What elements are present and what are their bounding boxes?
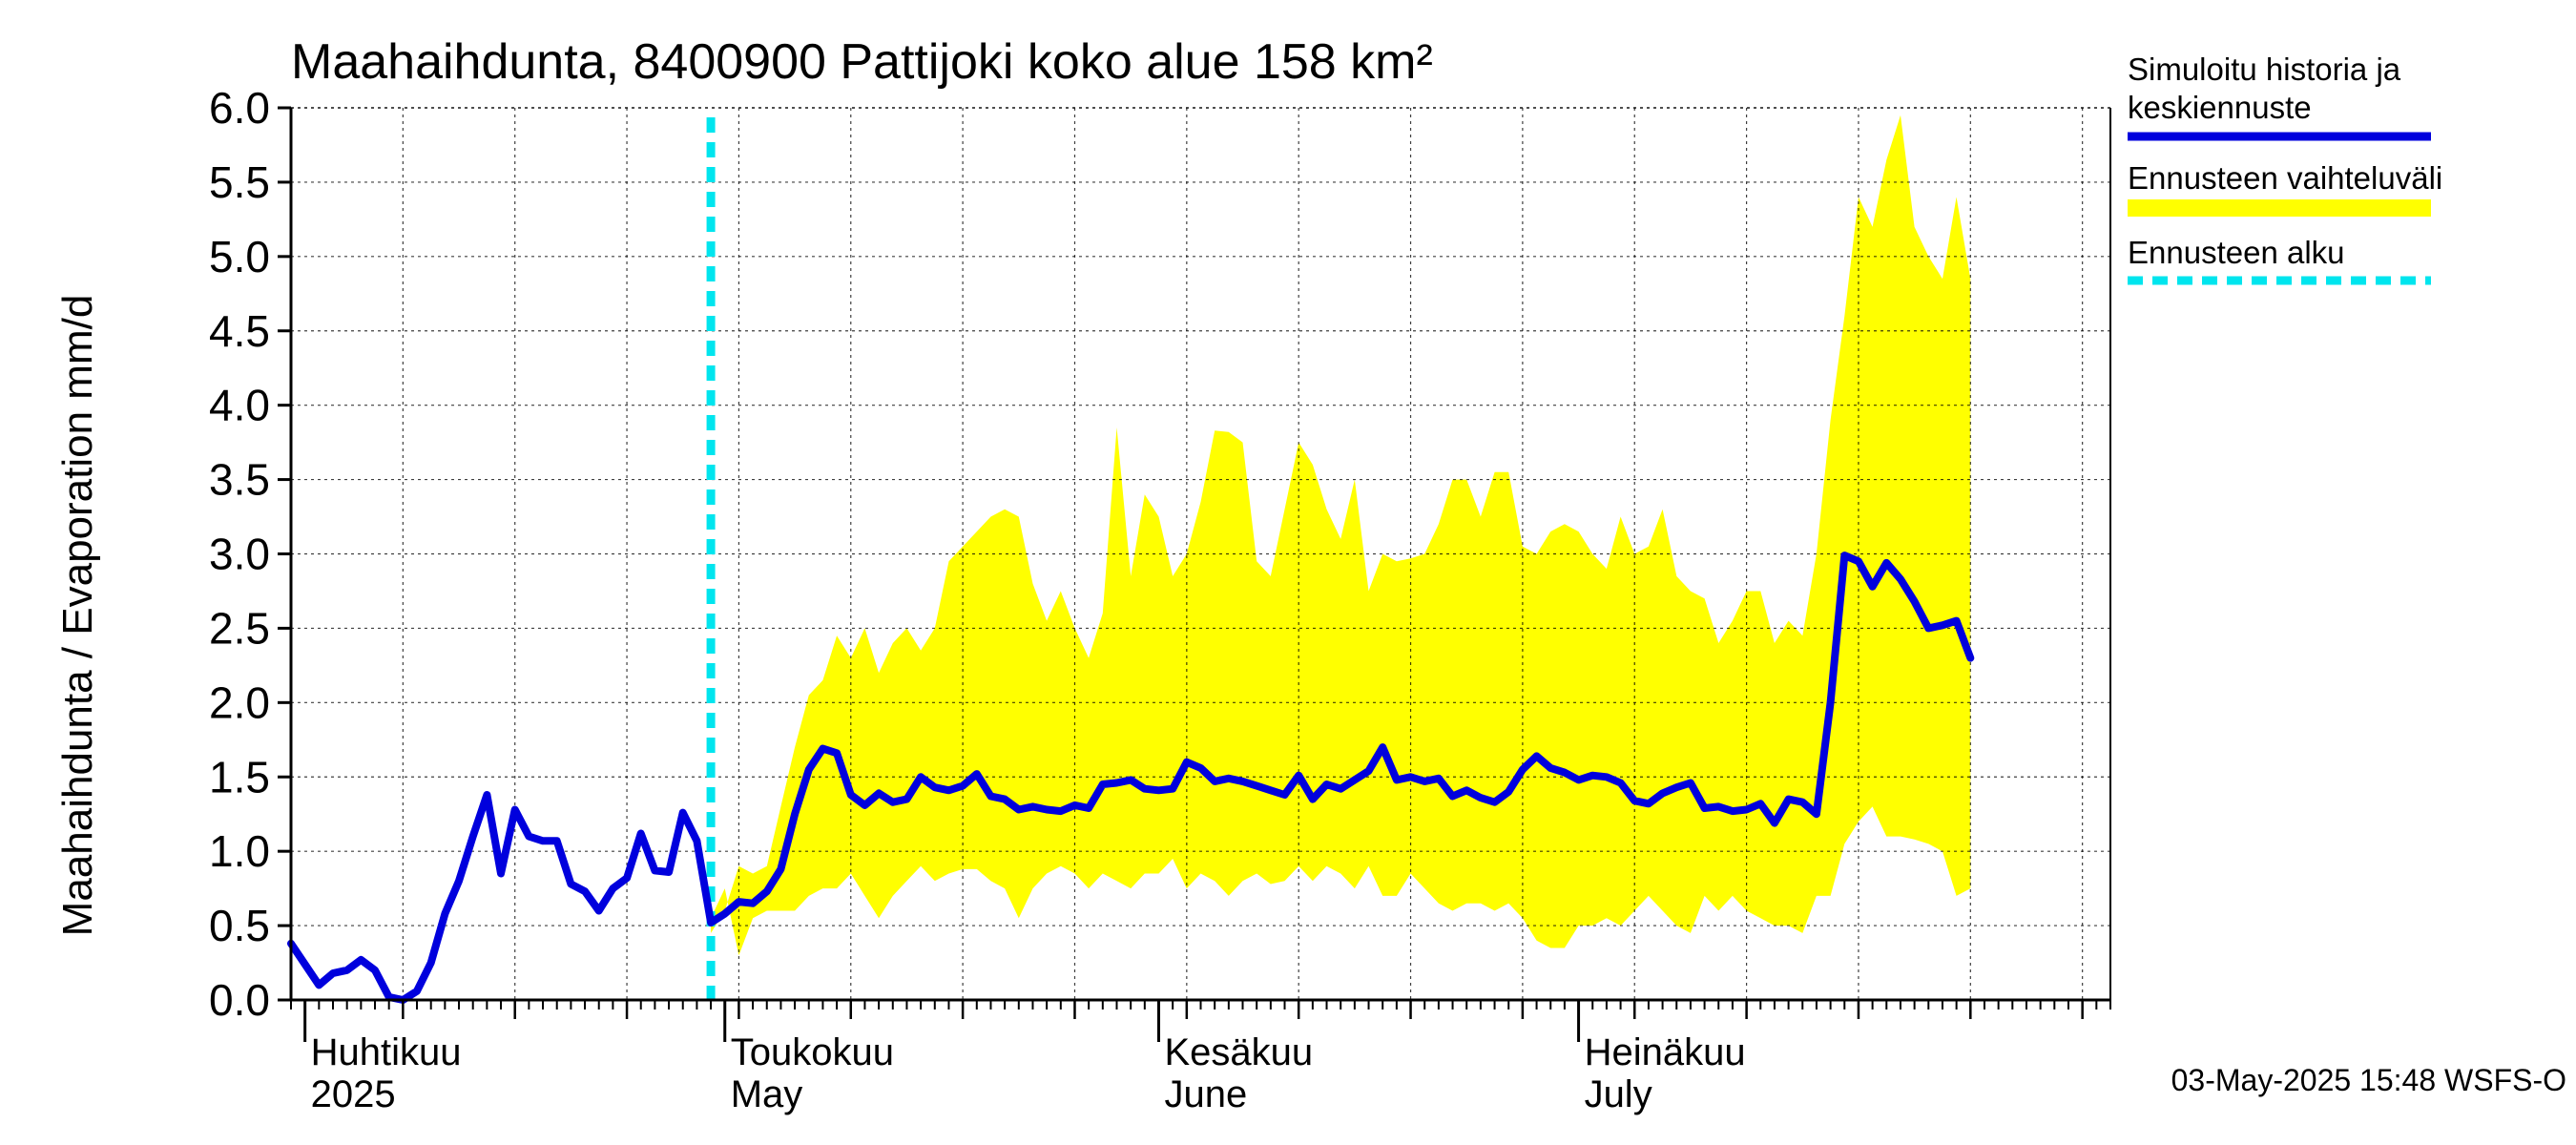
legend-label-line: Simuloitu historia ja <box>2128 52 2401 87</box>
y-tick-label: 6.0 <box>209 83 270 133</box>
month-label-fi: Huhtikuu <box>311 1031 462 1073</box>
forecast-range-layer <box>711 114 1971 956</box>
month-label-fi: Kesäkuu <box>1164 1031 1313 1073</box>
forecast-range-band <box>711 114 1971 956</box>
legend-label-forecast-start: Ennusteen alku <box>2128 235 2345 270</box>
series-layer <box>287 117 1975 1004</box>
y-tick-label: 5.0 <box>209 232 270 281</box>
month-label-en: May <box>731 1073 803 1115</box>
footer-timestamp: 03-May-2025 15:48 WSFS-O <box>2171 1063 2566 1097</box>
y-tick-label: 1.5 <box>209 752 270 802</box>
chart-title: Maahaihdunta, 8400900 Pattijoki koko alu… <box>291 34 1433 90</box>
y-tick-label: 4.0 <box>209 381 270 430</box>
month-label-fi: Heinäkuu <box>1585 1031 1746 1073</box>
y-tick-label: 1.0 <box>209 826 270 876</box>
month-label-fi: Toukokuu <box>731 1031 894 1073</box>
month-label-en: June <box>1164 1073 1247 1115</box>
series-line-simulated <box>287 552 1975 1004</box>
month-label-en: July <box>1585 1073 1652 1115</box>
y-tick-label: 2.0 <box>209 677 270 727</box>
month-label-en: 2025 <box>311 1073 396 1115</box>
axes-layer: 0.0 0.5 1.0 1.5 2.0 2.5 3.0 3.5 4.0 4.5 5.0 5.5 6.0 H… <box>209 83 2111 1115</box>
legend-label-simulated: Simuloitu historia ja keskiennuste <box>2128 52 2401 125</box>
legend-label-line: keskiennuste <box>2128 90 2312 125</box>
y-tick-label: 4.5 <box>209 306 270 356</box>
legend: Simuloitu historia ja keskiennuste Ennuste… <box>2128 52 2442 285</box>
y-tick-label: 0.5 <box>209 901 270 950</box>
y-tick-label: 5.5 <box>209 157 270 207</box>
legend-label-range: Ennusteen vaihteluväli <box>2128 160 2442 196</box>
y-tick-label: 2.5 <box>209 603 270 653</box>
y-tick-label: 3.5 <box>209 455 270 505</box>
y-tick-label: 0.0 <box>209 975 270 1025</box>
y-tick-label: 3.0 <box>209 530 270 579</box>
y-axis-label: Maahaihdunta / Evaporation mm/d <box>54 295 101 937</box>
